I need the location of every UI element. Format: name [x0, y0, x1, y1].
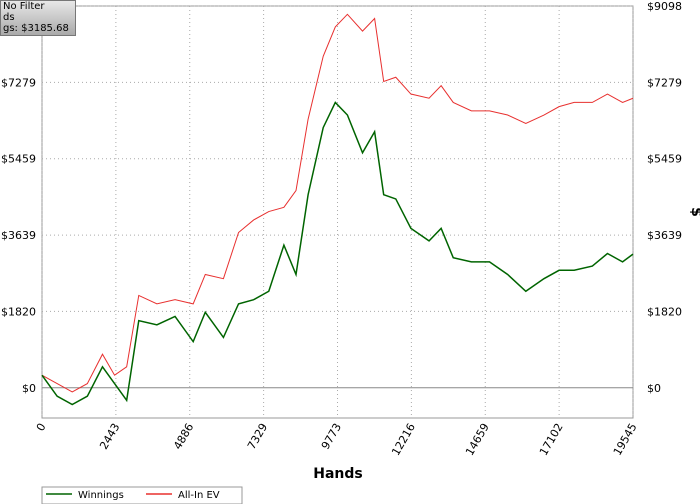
y-tick-label: $5459	[1, 153, 36, 166]
y-tick-label: $1820	[1, 305, 36, 318]
y-axis-label: $	[688, 207, 700, 217]
legend-frame	[41, 486, 243, 504]
x-tick-label: 7329	[245, 421, 270, 452]
y2-tick-label: $1820	[647, 305, 682, 318]
plot-frame	[41, 5, 634, 419]
info-line: No Filter	[3, 1, 45, 12]
y2-tick-label: $7279	[647, 76, 682, 89]
y2-tick-label: $9098	[647, 0, 682, 13]
x-tick-label: 0	[34, 421, 49, 434]
x-tick-label: 12216	[389, 421, 418, 458]
x-tick-label: 19545	[611, 421, 640, 458]
y-tick-label: $0	[22, 382, 36, 395]
series-line	[41, 101, 634, 406]
info-line: gs: $3185.68	[3, 23, 69, 34]
x-tick-label: 2443	[97, 421, 122, 452]
y2-tick-label: $5459	[647, 153, 682, 166]
legend-label: Winnings	[78, 490, 124, 501]
y2-tick-label: $3639	[647, 229, 682, 242]
filter-box: No Filter ds gs: $3185.68	[0, 0, 76, 36]
x-tick-label: 4886	[171, 421, 196, 452]
info-line: ds	[3, 12, 15, 23]
x-tick-label: 9773	[319, 421, 344, 452]
legend-label: All-In EV	[178, 490, 220, 501]
x-tick-label: 17102	[537, 421, 566, 458]
y-tick-label: $3639	[1, 229, 36, 242]
x-axis-label: Hands	[313, 466, 363, 482]
x-tick-label: 14659	[463, 421, 492, 458]
y2-tick-label: $0	[647, 382, 661, 395]
series-line	[41, 13, 634, 393]
y-tick-label: $7279	[1, 76, 36, 89]
